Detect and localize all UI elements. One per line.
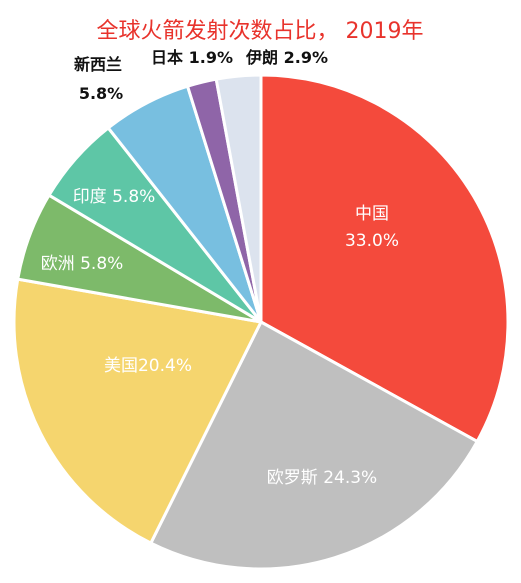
- slice-label-europe: 欧洲 5.8%: [41, 254, 124, 274]
- slice-value-china: 33.0%: [345, 231, 399, 251]
- pie-slice-1: [149, 320, 479, 571]
- slice-label-japan: 日本 1.9%: [151, 48, 233, 67]
- pie-slice-0: [259, 73, 510, 443]
- pie-slice-7: [214, 73, 263, 324]
- slice-label-india: 印度 5.8%: [73, 187, 156, 207]
- chart-title: 全球火箭发射次数占比， 2019年: [97, 19, 424, 44]
- slice-label-newzealand: 新西兰: [74, 55, 122, 74]
- slice-label-iran: 伊朗 2.9%: [245, 48, 328, 67]
- slice-label-russia: 欧罗斯 24.3%: [267, 468, 377, 488]
- slice-label-usa: 美国20.4%: [104, 356, 192, 376]
- slice-value-newzealand: 5.8%: [79, 84, 123, 103]
- pie-slice-2: [12, 277, 263, 545]
- slice-label-china: 中国: [355, 204, 389, 224]
